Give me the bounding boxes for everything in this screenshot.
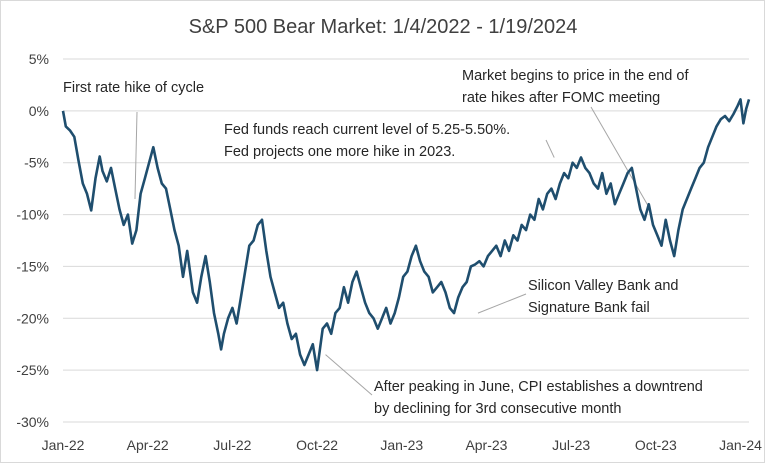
y-axis-tick-labels: 5% 0% -5% -10% -15% -20% -25% -30% (16, 51, 49, 430)
annotations: First rate hike of cycle Fed funds reach … (63, 68, 703, 417)
x-tick-label: Jul-23 (552, 437, 590, 453)
annotation-text: Silicon Valley Bank and (528, 278, 678, 294)
x-axis-tick-labels: Jan-22 Apr-22 Jul-22 Oct-22 Jan-23 Apr-23 Jul-… (42, 437, 763, 453)
x-tick-label: Oct-23 (635, 437, 677, 453)
annotation-text: Fed projects one more hike in 2023. (224, 144, 455, 160)
y-tick-label: -5% (24, 155, 49, 171)
annotation-text: Fed funds reach current level of 5.25-5.… (224, 122, 510, 138)
annotation-leader-line (325, 354, 373, 396)
data-series (61, 98, 751, 372)
annotation-text: rate hikes after FOMC meeting (462, 90, 660, 106)
x-tick-label: Oct-22 (296, 437, 338, 453)
annotation-text: After peaking in June, CPI establishes a… (374, 379, 703, 395)
x-tick-label: Jan-23 (380, 437, 423, 453)
annotation-leader-line (545, 139, 555, 158)
y-tick-label: 5% (29, 51, 49, 67)
annotation-text: Market begins to price in the end of (462, 68, 689, 84)
x-tick-label: Jan-24 (719, 437, 762, 453)
x-tick-label: Apr-22 (127, 437, 169, 453)
annotation-leader-line (134, 111, 138, 200)
annotation-text: by declining for 3rd consecutive month (374, 401, 621, 417)
y-tick-label: -30% (16, 414, 49, 430)
annotation-leader-line (590, 106, 651, 210)
x-tick-label: Jan-22 (42, 437, 85, 453)
y-tick-label: -25% (16, 362, 49, 378)
chart-title: S&P 500 Bear Market: 1/4/2022 - 1/19/202… (189, 16, 578, 38)
x-tick-label: Apr-23 (465, 437, 507, 453)
series-line (61, 98, 751, 372)
y-tick-label: -15% (16, 258, 49, 274)
annotation-leader-line (477, 293, 527, 314)
annotation-text: First rate hike of cycle (63, 80, 204, 96)
annotation-leader-lines (134, 106, 651, 396)
y-tick-label: -20% (16, 310, 49, 326)
y-tick-label: -10% (16, 207, 49, 223)
y-tick-label: 0% (29, 103, 49, 119)
annotation-text: Signature Bank fail (528, 300, 650, 316)
x-tick-label: Jul-22 (213, 437, 251, 453)
gridlines (63, 58, 749, 423)
